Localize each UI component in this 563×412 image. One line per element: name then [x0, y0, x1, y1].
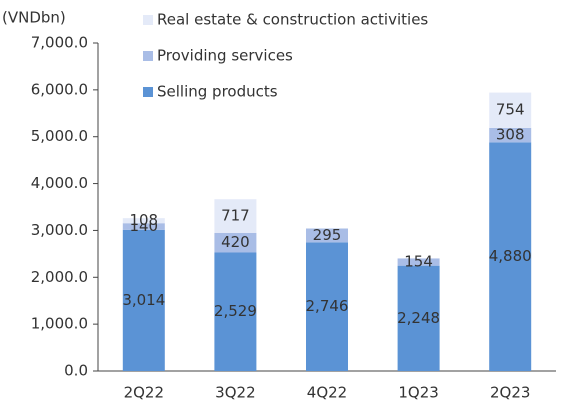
legend-label: Providing services	[157, 47, 293, 65]
bar-segment	[397, 258, 440, 266]
bar-segment	[306, 228, 348, 243]
x-tick-label: 4Q22	[307, 384, 347, 402]
data-label: 2,248	[397, 309, 440, 327]
data-label: 4,880	[489, 247, 532, 265]
bar-segment	[122, 218, 165, 224]
legend-swatch	[143, 15, 153, 25]
y-tick-label: 3,000.0	[31, 221, 88, 239]
bar-segment	[122, 229, 165, 371]
legend-swatch	[143, 87, 153, 97]
bar-segment	[489, 127, 532, 143]
y-tick-label: 2,000.0	[31, 268, 88, 286]
bar-segment	[306, 242, 348, 371]
y-tick-label: 5,000.0	[31, 127, 88, 145]
data-label: 3,014	[122, 291, 165, 309]
y-tick-label: 1,000.0	[31, 315, 88, 333]
y-axis-label: (VNDbn)	[2, 9, 66, 27]
data-label: 308	[496, 126, 525, 144]
x-tick-label: 2Q23	[490, 384, 530, 402]
y-tick-label: 6,000.0	[31, 80, 88, 98]
bar-segment	[122, 223, 165, 230]
x-tick-label: 1Q23	[398, 384, 438, 402]
y-tick-label: 4,000.0	[31, 174, 88, 192]
data-label: 2,529	[214, 302, 257, 320]
data-label: 108	[129, 211, 158, 229]
y-tick-label: 0.0	[64, 362, 88, 380]
bar-segment	[214, 252, 257, 371]
x-tick-label: 3Q22	[215, 384, 255, 402]
data-label: 2,746	[306, 297, 349, 315]
bar-segment	[214, 199, 257, 233]
bar-segment	[214, 232, 257, 253]
data-label: 154	[404, 253, 433, 271]
data-label: 420	[221, 233, 250, 251]
data-label: 717	[221, 207, 250, 225]
legend-swatch	[143, 51, 153, 61]
bar-segment	[489, 142, 532, 371]
y-tick-label: 7,000.0	[31, 34, 88, 52]
bar-segment	[397, 265, 440, 371]
x-tick-label: 2Q22	[124, 384, 164, 402]
legend-label: Selling products	[157, 83, 278, 101]
legend-label: Real estate & construction activities	[157, 11, 428, 29]
data-label: 295	[313, 226, 342, 244]
data-label: 754	[496, 101, 525, 119]
bar-segment	[489, 92, 532, 128]
